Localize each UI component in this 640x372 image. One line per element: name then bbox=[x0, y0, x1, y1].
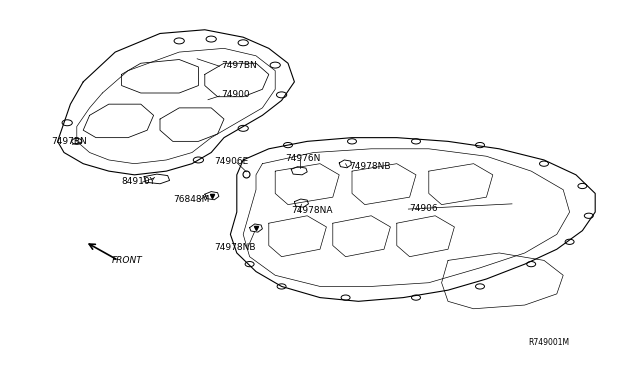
Text: 7497BN: 7497BN bbox=[221, 61, 257, 70]
Text: 74976N: 74976N bbox=[285, 154, 320, 163]
Text: FRONT: FRONT bbox=[112, 256, 143, 265]
Text: 74978NB: 74978NB bbox=[214, 243, 256, 252]
Text: 74978NA: 74978NA bbox=[291, 206, 333, 215]
Text: 74906E: 74906E bbox=[214, 157, 249, 166]
Text: 74900: 74900 bbox=[221, 90, 250, 99]
Text: 84910Y: 84910Y bbox=[122, 177, 156, 186]
Text: R749001M: R749001M bbox=[529, 338, 570, 347]
Text: 74906: 74906 bbox=[410, 204, 438, 213]
Text: 74978NB: 74978NB bbox=[349, 162, 390, 171]
Text: 76848M: 76848M bbox=[173, 195, 209, 203]
Text: 7497BN: 7497BN bbox=[51, 137, 87, 146]
